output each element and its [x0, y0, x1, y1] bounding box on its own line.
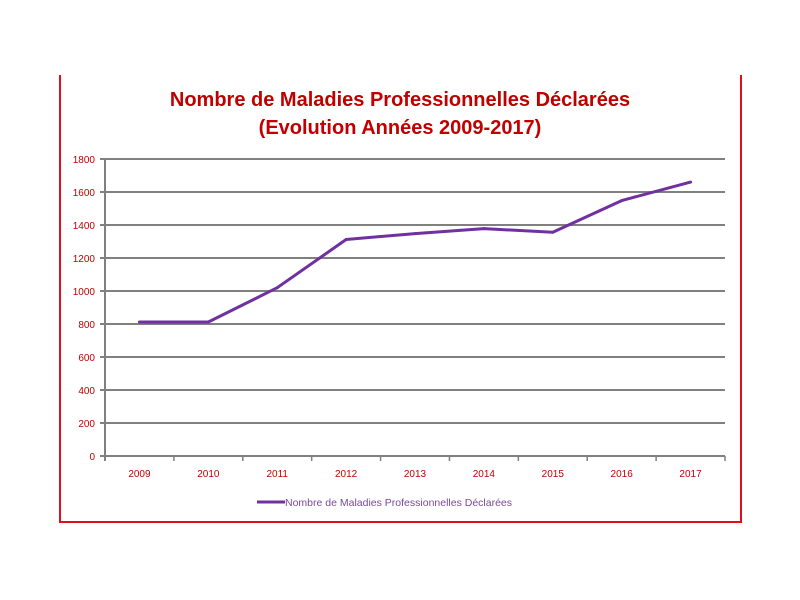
x-tick-label: 2013: [404, 469, 427, 480]
y-tick-label: 1000: [73, 287, 96, 298]
y-tick-label: 1800: [73, 155, 96, 166]
x-tick-label: 2010: [197, 469, 220, 480]
data-point: [620, 199, 624, 203]
x-tick-label: 2011: [266, 469, 288, 480]
data-point: [275, 286, 279, 290]
x-tick-label: 2009: [128, 469, 151, 480]
y-tick-label: 1400: [73, 221, 96, 232]
y-tick-label: 600: [78, 353, 95, 364]
data-point: [689, 180, 693, 184]
x-tick-label: 2015: [542, 469, 565, 480]
data-point: [482, 227, 486, 231]
chart-frame: [59, 75, 742, 523]
y-tick-label: 800: [78, 320, 95, 331]
chart-title-line1: Nombre de Maladies Professionnelles Décl…: [169, 89, 631, 111]
chart-title: Nombre de Maladies Professionnelles Décl…: [0, 86, 800, 142]
x-tick-label: 2016: [611, 469, 634, 480]
chart-subtitle: (Evolution Années 2009-2017): [258, 117, 542, 139]
data-point: [137, 320, 141, 324]
series-line: [139, 180, 691, 324]
legend-label: Nombre de Maladies Professionnelles Décl…: [285, 497, 512, 509]
data-point: [551, 230, 555, 234]
x-tick-label: 2012: [335, 469, 358, 480]
y-tick-label: 0: [89, 452, 95, 463]
y-tick-label: 1600: [73, 188, 96, 199]
data-point: [413, 232, 417, 236]
x-tick-label: 2014: [473, 469, 496, 480]
y-tick-label: 400: [78, 386, 95, 397]
data-point: [206, 320, 210, 324]
y-tick-label: 1200: [73, 254, 96, 265]
data-point: [344, 238, 348, 242]
x-tick-label: 2017: [679, 469, 702, 480]
y-tick-label: 200: [78, 419, 95, 430]
